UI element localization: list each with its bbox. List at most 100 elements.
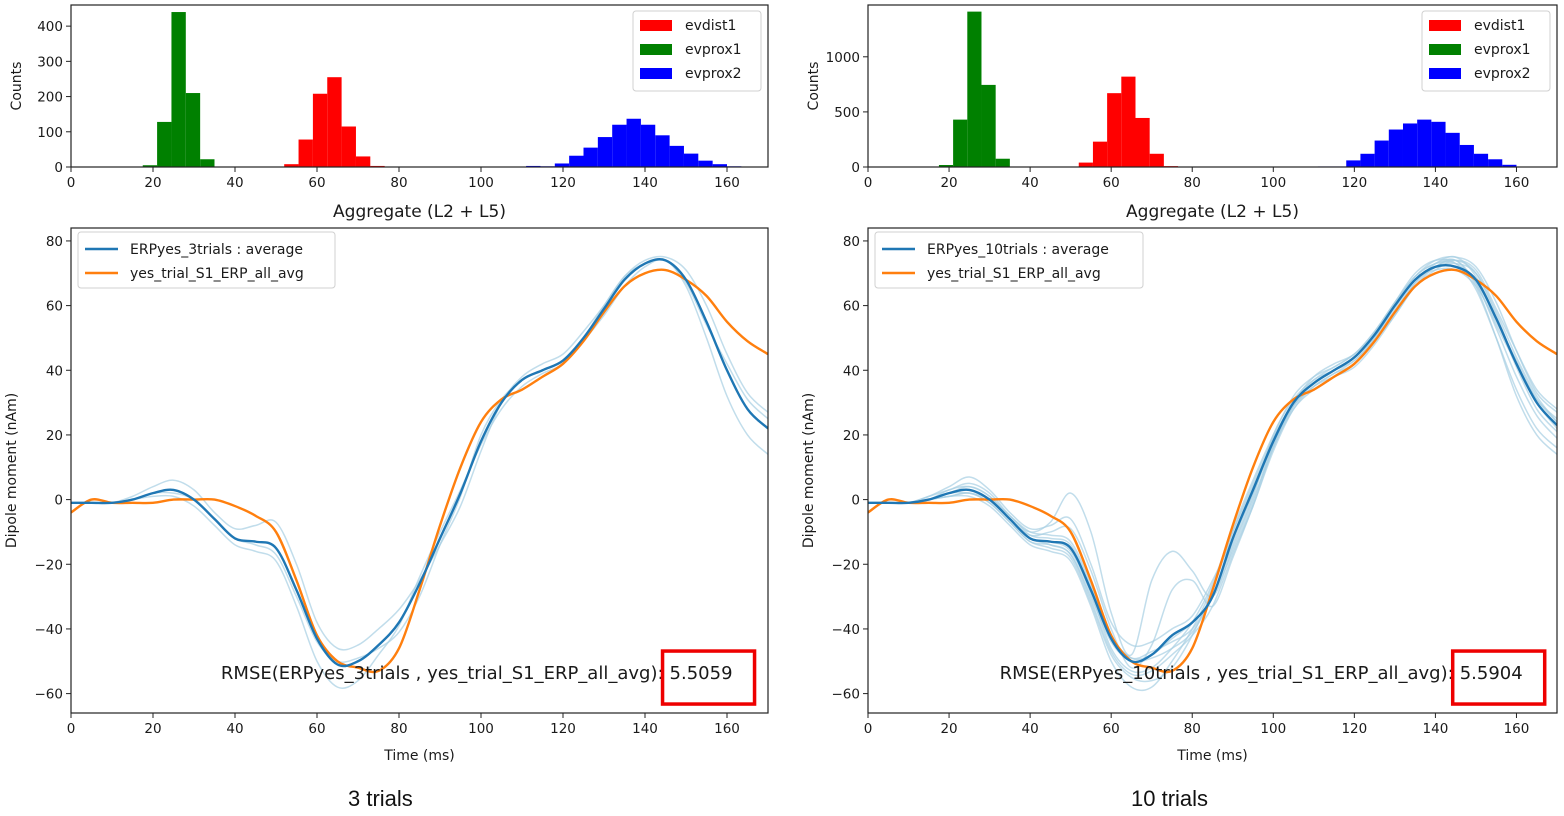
y-tick-label: 400	[37, 19, 63, 35]
erp-3trials-chart: 0 20 40 60 80 100 120 140 160 −60 −40 −20 0 20 40 60 80 T…	[4, 227, 769, 764]
y-tick-label: −20	[832, 557, 861, 573]
reference-line	[868, 268, 1557, 674]
bar-evprox1	[171, 12, 186, 167]
y-tick-label: 80	[46, 234, 63, 250]
bar-evdist1	[312, 93, 328, 167]
axes-frame	[867, 227, 1558, 714]
x-tick-label: 0	[864, 721, 873, 737]
y-axis: −60 −40 −20 0 20 40 60 80	[35, 234, 71, 703]
y-tick-label: 300	[37, 54, 63, 70]
bar-evdist1	[1149, 153, 1164, 167]
legend: evdist1 evprox1 evprox2	[632, 10, 762, 92]
bar-evprox1	[967, 11, 982, 167]
y-tick-label: 1000	[826, 50, 860, 66]
y-tick-label: 0	[54, 493, 63, 509]
series-evdist1	[1078, 76, 1179, 167]
rmse-value: 5.5059	[670, 663, 733, 684]
y-tick-label: 80	[843, 234, 860, 250]
legend: evdist1 evprox1 evprox2	[1421, 10, 1551, 92]
trial-line	[868, 267, 1557, 661]
x-tick-label: 140	[1423, 175, 1449, 191]
hist-3trials-chart: 0 20 40 60 80 100 120 140 160 0 100 200 300 400 Aggreg…	[9, 4, 769, 222]
x-tick-label: 80	[1184, 175, 1201, 191]
x-tick-label: 160	[1504, 721, 1530, 737]
y-axis: −60 −40 −20 0 20 40 60 80	[832, 234, 868, 703]
y-tick-label: 100	[37, 125, 63, 141]
bar-evdist1	[1078, 162, 1093, 167]
legend-swatch-evdist1	[1429, 20, 1461, 31]
trial-line	[868, 258, 1557, 663]
x-tick-label: 120	[1341, 175, 1367, 191]
y-axis-label: Dipole moment (nAm)	[4, 393, 20, 548]
legend-swatch-evprox1	[640, 44, 672, 55]
x-tick-label: 40	[1022, 175, 1039, 191]
legend: ERPyes_10trials : average yes_trial_S1_ER…	[874, 231, 1144, 289]
average-line	[868, 263, 1557, 664]
bar-evprox2	[1360, 153, 1375, 167]
y-axis-label: Dipole moment (nAm)	[801, 393, 817, 548]
bar-evprox2	[698, 160, 713, 167]
trial-line	[868, 258, 1557, 683]
caption-3-trials: 3 trials	[348, 786, 413, 811]
trial-line	[71, 255, 768, 651]
x-tick-label: 60	[1103, 175, 1120, 191]
legend-label-average: ERPyes_3trials : average	[130, 242, 303, 258]
bar-evprox2	[554, 163, 570, 167]
bar-evprox2	[612, 124, 627, 167]
trial-line	[868, 260, 1557, 674]
y-tick-label: 20	[46, 428, 63, 444]
trial-line	[868, 255, 1557, 677]
x-tick-label: 60	[1103, 721, 1120, 737]
legend-label-reference: yes_trial_S1_ERP_all_avg	[130, 266, 304, 282]
y-tick-label: 0	[851, 160, 860, 176]
y-tick-label: 60	[843, 299, 860, 315]
bar-evdist1	[1107, 93, 1122, 167]
bar-evprox2	[1473, 153, 1489, 167]
bar-evprox2	[669, 145, 684, 167]
series-evprox1	[938, 11, 1010, 167]
legend-swatch-evdist1	[640, 20, 672, 31]
legend-label-evprox1: evprox1	[685, 42, 742, 58]
x-tick-label: 160	[1504, 175, 1530, 191]
x-tick-label: 160	[714, 721, 740, 737]
x-axis-label: Aggregate (L2 + L5)	[1126, 202, 1299, 222]
reference-line	[71, 268, 768, 674]
x-tick-label: 100	[468, 175, 494, 191]
y-tick-label: −20	[35, 557, 64, 573]
y-tick-label: 200	[37, 90, 63, 106]
y-tick-label: −40	[35, 622, 64, 638]
bar-evprox1	[981, 84, 996, 167]
x-tick-label: 20	[940, 721, 957, 737]
x-tick-label: 40	[226, 721, 243, 737]
x-axis-label: Time (ms)	[383, 748, 455, 764]
bar-evprox1	[142, 165, 158, 167]
rmse-value: 5.5904	[1460, 663, 1523, 684]
bar-evprox1	[938, 165, 954, 167]
legend-box	[77, 231, 336, 289]
bar-evprox1	[953, 119, 968, 167]
bar-evdist1	[327, 77, 342, 167]
x-tick-label: 140	[632, 175, 658, 191]
y-tick-label: 0	[851, 493, 860, 509]
series-evdist1	[284, 77, 385, 167]
rmse-annotation: RMSE(ERPyes_10trials , yes_trial_S1_ERP_…	[1000, 649, 1547, 706]
x-tick-label: 140	[1423, 721, 1449, 737]
y-tick-label: −60	[35, 687, 64, 703]
legend-box	[874, 231, 1144, 289]
x-tick-label: 80	[390, 175, 407, 191]
bar-evprox2	[583, 147, 598, 167]
x-axis: 0 20 40 60 80 100 120 140 160	[67, 713, 740, 737]
x-tick-label: 0	[67, 175, 76, 191]
y-axis-label: Counts	[9, 62, 25, 111]
bar-evprox2	[1417, 119, 1432, 167]
bar-evdist1	[341, 126, 356, 167]
y-tick-label: 0	[54, 160, 63, 176]
x-tick-label: 80	[1184, 721, 1201, 737]
bar-evprox2	[640, 124, 656, 167]
x-tick-label: 100	[1260, 175, 1286, 191]
rmse-label: RMSE(ERPyes_10trials , yes_trial_S1_ERP_…	[1000, 663, 1454, 684]
legend: ERPyes_3trials : average yes_trial_S1_ERP…	[77, 231, 336, 289]
x-tick-label: 120	[550, 721, 576, 737]
bar-evdist1	[298, 139, 313, 167]
legend-swatch-evprox1	[1429, 44, 1461, 55]
